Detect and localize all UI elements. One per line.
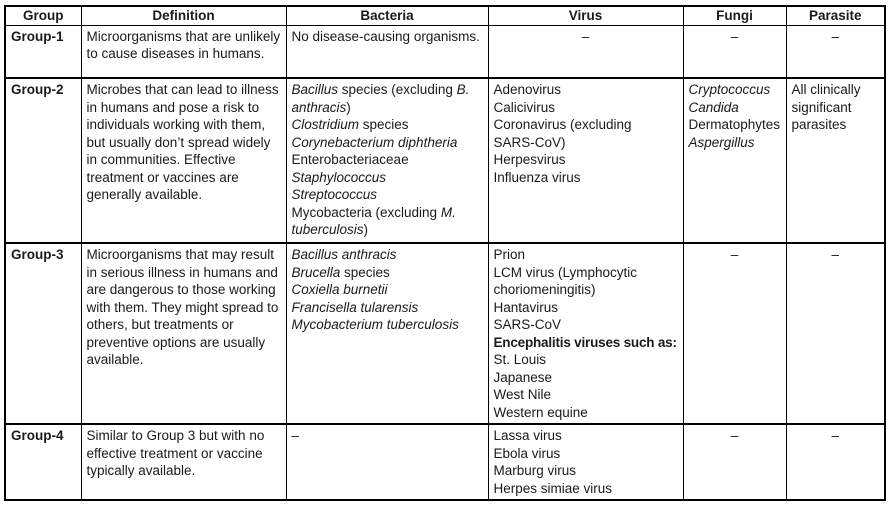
- cell-group-3-group: Group-3: [4, 242, 82, 425]
- cell-group-2-parasite: All clinically significant parasites: [785, 77, 886, 244]
- cell-group-4-virus: Lassa virus Ebola virus Marburg virus Herpe…: [487, 423, 684, 501]
- list-line: No disease-causing organisms.: [291, 28, 480, 44]
- cell-group-1-definition: Microorganisms that are unlikely to caus…: [80, 24, 287, 79]
- list-line: Staphylococcus: [291, 169, 387, 185]
- list-line: Brucella species: [291, 264, 390, 280]
- list-line: Coxiella burnetii: [291, 282, 388, 297]
- list-line: Lassa virus: [493, 428, 562, 443]
- document-page: Group Definition Bacteria Virus Fungi Parasit…: [0, 5, 889, 508]
- cell-group-2-fungi: Cryptococcus Candida Dermatophytes Aspergil…: [682, 77, 787, 244]
- list-line: Marburg virus: [493, 463, 577, 478]
- list-line: choriomeningitis): [493, 282, 596, 297]
- list-line: Calicivirus: [493, 99, 556, 115]
- cell-group-4-group: Group-4: [4, 423, 82, 501]
- list-line: Mycobacteria (excluding M.: [291, 204, 456, 220]
- cell-group-1-fungi: –: [682, 24, 787, 79]
- cell-group-1-virus: –: [487, 24, 684, 79]
- list-line: –: [291, 428, 300, 443]
- list-line: Francisella tularensis: [291, 299, 419, 315]
- table-row-group-4: Group-4 Similar to Group 3 but with no ef…: [4, 423, 886, 501]
- table-header-row: Group Definition Bacteria Virus Fungi Parasit…: [4, 5, 886, 26]
- list-line: Encephalitis viruses such as:: [493, 334, 677, 350]
- list-line: Enterobacteriaceae: [291, 152, 409, 167]
- list-line: SARS-CoV: [493, 317, 562, 332]
- cell-group-3-fungi: –: [682, 242, 787, 425]
- cell-group-1-group: Group-1: [4, 24, 82, 79]
- list-line: Cryptococcus: [688, 82, 771, 97]
- list-line: Bacillus anthracis: [291, 247, 397, 262]
- list-line: Candida: [688, 99, 739, 115]
- list-line: All clinically: [791, 82, 861, 97]
- table-row-group-3: Group-3 Microorganisms that may result in…: [4, 242, 886, 425]
- list-line: LCM virus (Lymphocytic: [493, 264, 638, 280]
- cell-group-1-parasite: –: [785, 24, 886, 79]
- list-line: Ebola virus: [493, 445, 561, 461]
- cell-group-2-virus: Adenovirus Calicivirus Coronavirus (exclud…: [487, 77, 684, 244]
- list-line: Aspergillus: [688, 134, 755, 150]
- cell-group-4-parasite: –: [785, 423, 886, 501]
- cell-group-1-bacteria: No disease-causing organisms.: [285, 24, 489, 79]
- cell-group-2-bacteria: Bacillus species (excluding B. anthracis)…: [285, 77, 489, 244]
- list-line: West Nile: [493, 387, 552, 402]
- list-line: Herpesvirus: [493, 152, 566, 167]
- list-line: Western equine: [493, 404, 588, 420]
- list-line: Adenovirus: [493, 82, 562, 97]
- biosafety-group-table: Group Definition Bacteria Virus Fungi Parasit…: [4, 5, 886, 501]
- cell-group-2-definition: Microbes that can lead to illness in hum…: [80, 77, 287, 244]
- list-line: Mycobacterium tuberculosis: [291, 317, 459, 332]
- list-line: SARS-CoV): [493, 134, 566, 150]
- list-line: Dermatophytes: [688, 117, 781, 132]
- cell-group-3-definition: Microorganisms that may result in seriou…: [80, 242, 287, 425]
- column-header-group: Group: [4, 5, 82, 26]
- list-line: Japanese: [493, 369, 553, 385]
- cell-group-4-definition: Similar to Group 3 but with no effective…: [80, 423, 287, 501]
- list-line: Streptococcus: [291, 187, 378, 202]
- cell-group-2-group: Group-2: [4, 77, 82, 244]
- list-line: Corynebacterium diphtheria: [291, 134, 458, 150]
- list-line: Influenza virus: [493, 169, 581, 185]
- column-header-fungi: Fungi: [682, 5, 787, 26]
- list-line: Bacillus species (excluding B.: [291, 82, 470, 97]
- column-header-bacteria: Bacteria: [285, 5, 489, 26]
- column-header-parasite: Parasite: [785, 5, 886, 26]
- list-line: St. Louis: [493, 352, 547, 367]
- cell-group-4-fungi: –: [682, 423, 787, 501]
- table-row-group-1: Group-1 Microorganisms that are unlikely …: [4, 24, 886, 79]
- table-row-group-2: Group-2 Microbes that can lead to illness…: [4, 77, 886, 244]
- list-line: anthracis): [291, 99, 351, 115]
- column-header-definition: Definition: [80, 5, 287, 26]
- list-line: Coronavirus (excluding: [493, 117, 632, 132]
- cell-group-3-bacteria: Bacillus anthracis Brucella species Coxiel…: [285, 242, 489, 425]
- list-line: significant: [791, 99, 852, 115]
- column-header-virus: Virus: [487, 5, 684, 26]
- list-line: Clostridium species: [291, 117, 409, 132]
- list-line: Hantavirus: [493, 299, 559, 315]
- list-line: tuberculosis): [291, 222, 369, 237]
- list-line: parasites: [791, 117, 847, 132]
- cell-group-3-parasite: –: [785, 242, 886, 425]
- cell-group-3-virus: Prion LCM virus (Lymphocytic choriomeningi…: [487, 242, 684, 425]
- list-line: Prion: [493, 247, 526, 262]
- list-line: Herpes simiae virus: [493, 480, 613, 496]
- cell-group-4-bacteria: –: [285, 423, 489, 501]
